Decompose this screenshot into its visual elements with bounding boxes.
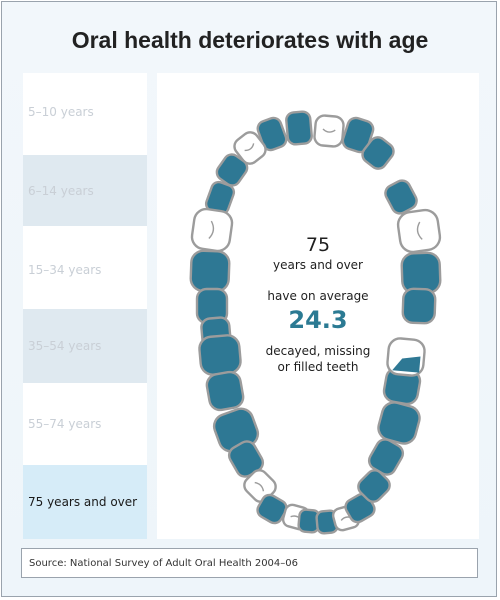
tooth-upper-12 [361,136,395,170]
caption-line-1: decayed, missing [266,344,371,358]
age-option-15-34[interactable]: 15–34 years [28,262,102,277]
tooth-shape [357,469,391,503]
tooth-shape [396,208,442,254]
lead-text: have on average [267,289,368,303]
tooth-shape [361,136,395,170]
tooth-upper-2 [233,131,267,165]
tooth-shape [384,179,418,215]
tooth-shape [205,370,245,412]
tooth-fissure [322,128,336,133]
tooth-lower-15 [386,337,426,377]
tooth-shape [215,153,249,187]
source-note: Source: National Survey of Adult Oral He… [21,548,478,578]
tooth-shape [377,401,421,445]
source-text: Source: National Survey of Adult Oral He… [29,557,299,569]
tooth-upper-1 [256,116,288,152]
tooth-upper-14 [396,208,442,254]
tooth-lower-1 [198,334,242,376]
tooth-lower-2 [205,370,245,412]
age-option-75-plus[interactable]: 75 years and over [23,465,147,539]
age-value: 75 [306,234,330,256]
tooth-shape [285,110,313,146]
tooth-shape [400,251,442,295]
tooth-shape [341,116,375,154]
tooth-lower-16 [377,401,421,445]
tooth-filling [392,356,421,373]
tooth-fissure [208,220,215,239]
age-caption: years and over [273,258,363,272]
tooth-upper-11 [341,116,375,154]
tooth-upper-15 [400,251,442,295]
tooth-fissure [254,481,265,492]
tooth-shape [401,287,437,325]
age-option-5-10[interactable]: 5–10 years [28,105,94,119]
tooth-upper-3 [215,153,249,187]
caption-line-2: or filled teeth [278,360,359,374]
tooth-fissure [244,143,255,152]
tooth-shape [198,334,242,376]
teeth-arch [189,110,442,535]
tooth-shape [233,131,267,165]
tooth-shape [189,249,231,293]
tooth-shape [256,116,288,152]
tooth-shape [367,438,405,476]
tooth-upper-5 [190,207,234,253]
age-option-35-54[interactable]: 35–54 years [23,309,147,383]
age-option-6-14[interactable]: 6–14 years [23,155,147,226]
tooth-shape [190,207,234,253]
tooth-upper-13 [384,179,418,215]
tooth-upper-16 [401,287,437,325]
tooth-upper-6 [189,249,231,293]
age-option-55-74[interactable]: 55–74 years [28,417,102,431]
page-title: Oral health deteriorates with age [71,27,429,53]
teeth-diagram: 75 years and over have on average 24.3 d… [189,110,442,535]
teeth-chart-panel: 75 years and over have on average 24.3 d… [157,73,479,539]
tooth-fissure [416,221,423,240]
tooth-lower-13 [367,438,405,476]
tooth-upper-9 [285,110,313,146]
tooth-shape [313,114,345,148]
tooth-upper-10 [313,114,345,148]
average-value: 24.3 [288,306,347,334]
age-group-selector: 5–10 years 6–14 years 15–34 years 35–54 … [23,73,147,539]
tooth-lower-12 [357,469,391,503]
